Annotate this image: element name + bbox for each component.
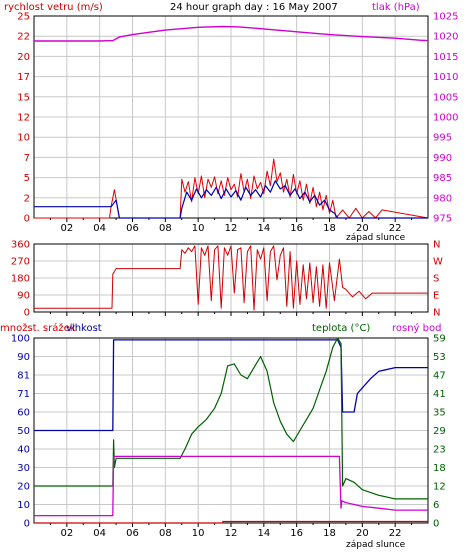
wind-pressure-ytick-right: 995 <box>433 133 452 144</box>
wind-pressure-ytick-left: 15 <box>17 92 30 103</box>
humidity-temperature-xtick-label: 10 <box>192 528 205 539</box>
humidity-temperature-ytick-right: 35 <box>433 408 446 419</box>
wind-direction-ytick-left: 0 <box>24 308 30 319</box>
humidity-temperature-ytick-left: 90 <box>17 352 30 363</box>
wind-pressure-ytick-right: 1015 <box>433 52 458 63</box>
wind-pressure-xtick-label: 14 <box>257 223 270 234</box>
pressure-label: tlak (hPa) <box>372 2 420 13</box>
wind-pressure-ytick-right: 1020 <box>433 32 458 43</box>
wind-pressure-xtick-label: 18 <box>323 223 336 234</box>
wind-pressure-ytick-right: 985 <box>433 173 452 184</box>
wind-direction-ytick-left: 90 <box>17 291 30 302</box>
wind-pressure-xtick-label: 12 <box>225 223 238 234</box>
wind-direction-ytick-left: 270 <box>11 257 30 268</box>
humidity-temperature-ytick-right: 23 <box>433 445 446 456</box>
dew-point-label: rosný bod <box>392 322 441 334</box>
wind-direction-ytick-right: W <box>433 257 443 268</box>
wind-pressure-xtick-label: 16 <box>290 223 303 234</box>
sunset-label-top: západ slunce <box>346 233 406 243</box>
humidity-temperature-ytick-left: 60 <box>17 408 30 419</box>
humidity-temperature-ytick-right: 12 <box>433 482 446 493</box>
wind-direction-ytick-left: 360 <box>11 240 30 251</box>
wind-direction-frame <box>33 243 429 313</box>
humidity-temperature-ytick-left: 40 <box>17 445 30 456</box>
wind-pressure-xtick-label: 10 <box>192 223 205 234</box>
humidity-temperature-xtick-label: 20 <box>356 528 369 539</box>
humidity-temperature-ytick-right: 0 <box>433 519 439 530</box>
wind-speed-label: rychlost vetru (m/s) <box>4 2 103 13</box>
humidity-temperature-ytick-left: 30 <box>17 463 30 474</box>
wind-pressure-xtick-label: 04 <box>93 223 106 234</box>
humidity-temperature-xtick-label: 16 <box>290 528 303 539</box>
humidity-temperature-ytick-right: 29 <box>433 426 446 437</box>
wind-pressure-ytick-left: 12 <box>17 113 30 124</box>
wind-pressure-ytick-right: 990 <box>433 153 452 164</box>
humidity-temperature-xtick-label: 08 <box>159 528 172 539</box>
humidity-temperature-ytick-right: 41 <box>433 389 446 400</box>
temperature-line <box>34 337 428 500</box>
humidity-temperature-ytick-right: 6 <box>433 500 439 511</box>
humidity-temperature-ytick-left: 10 <box>17 500 30 511</box>
wind-pressure-ytick-left: 7 <box>24 153 30 164</box>
wind-direction-ytick-right: E <box>433 291 439 302</box>
humidity-temperature-ytick-right: 59 <box>433 334 446 345</box>
wind-pressure-ytick-left: 25 <box>17 12 30 23</box>
dew-point-line <box>34 455 428 517</box>
wind-pressure-xtick-label: 06 <box>126 223 139 234</box>
humidity-temperature-xtick-label: 06 <box>126 528 139 539</box>
humidity-line <box>34 339 428 432</box>
humidity-temperature-ytick-right: 18 <box>433 463 446 474</box>
wind-pressure-ytick-right: 1010 <box>433 72 458 83</box>
rain-label: množst. srážek <box>0 322 76 334</box>
wind-average-line <box>34 180 428 219</box>
wind-pressure-ytick-right: 975 <box>433 214 452 225</box>
wind-pressure-ytick-left: 2 <box>24 193 30 204</box>
wind-direction-ytick-right: N <box>433 308 440 319</box>
humidity-label: vlhkost <box>66 323 102 334</box>
wind-pressure-xtick-label: 08 <box>159 223 172 234</box>
wind-pressure-ytick-left: 10 <box>17 133 30 144</box>
wind-pressure-ytick-left: 17 <box>17 72 30 83</box>
wind-pressure-ytick-left: 5 <box>24 173 30 184</box>
wind-pressure-ytick-right: 1025 <box>433 12 458 23</box>
wind-pressure-xtick-label: 20 <box>356 223 369 234</box>
humidity-temperature-ytick-left: 71 <box>17 389 30 400</box>
wind-pressure-ytick-right: 1005 <box>433 92 458 103</box>
humidity-temperature-ytick-right: 53 <box>433 352 446 363</box>
graph-title: 24 hour graph day : 16 May 2007 <box>170 2 338 13</box>
humidity-temperature-ytick-left: 100 <box>11 334 30 345</box>
wind-pressure-frame <box>33 15 429 219</box>
wind-direction-ytick-right: N <box>433 240 440 251</box>
humidity-temperature-ytick-left: 20 <box>17 482 30 493</box>
wind-direction-ytick-right: S <box>433 274 439 285</box>
rain-line <box>34 520 428 524</box>
wind-pressure-ytick-left: 20 <box>17 52 30 63</box>
temperature-label: teplota (°C) <box>312 323 370 334</box>
wind-direction-line <box>34 245 428 311</box>
humidity-temperature-ytick-left: 81 <box>17 371 30 382</box>
humidity-temperature-ytick-left: 0 <box>24 519 30 530</box>
pressure-line <box>34 25 429 42</box>
humidity-temperature-ytick-right: 47 <box>433 371 446 382</box>
humidity-temperature-xtick-label: 04 <box>93 528 106 539</box>
wind-pressure-ytick-right: 980 <box>433 193 452 204</box>
wind-pressure-xtick-label: 02 <box>60 223 73 234</box>
wind-pressure-ytick-right: 1000 <box>433 113 458 124</box>
humidity-temperature-ytick-left: 50 <box>17 426 30 437</box>
wind-pressure-panel: 0257101215172022259759809859909951000100… <box>17 12 458 235</box>
humidity-temperature-xtick-label: 18 <box>323 528 336 539</box>
wind-pressure-ytick-left: 0 <box>24 214 30 225</box>
humidity-temperature-xtick-label: 12 <box>225 528 238 539</box>
humidity-temperature-panel: 0102030405060718190100061218232935414753… <box>11 334 446 540</box>
wind-direction-ytick-left: 180 <box>11 274 30 285</box>
humidity-temperature-xtick-label: 22 <box>389 528 402 539</box>
humidity-temperature-xtick-label: 02 <box>60 528 73 539</box>
wind-pressure-ytick-left: 22 <box>17 32 30 43</box>
wind-pressure-xtick-label: 22 <box>389 223 402 234</box>
sunset-label-bottom: západ slunce <box>346 540 406 550</box>
humidity-temperature-xtick-label: 14 <box>257 528 270 539</box>
